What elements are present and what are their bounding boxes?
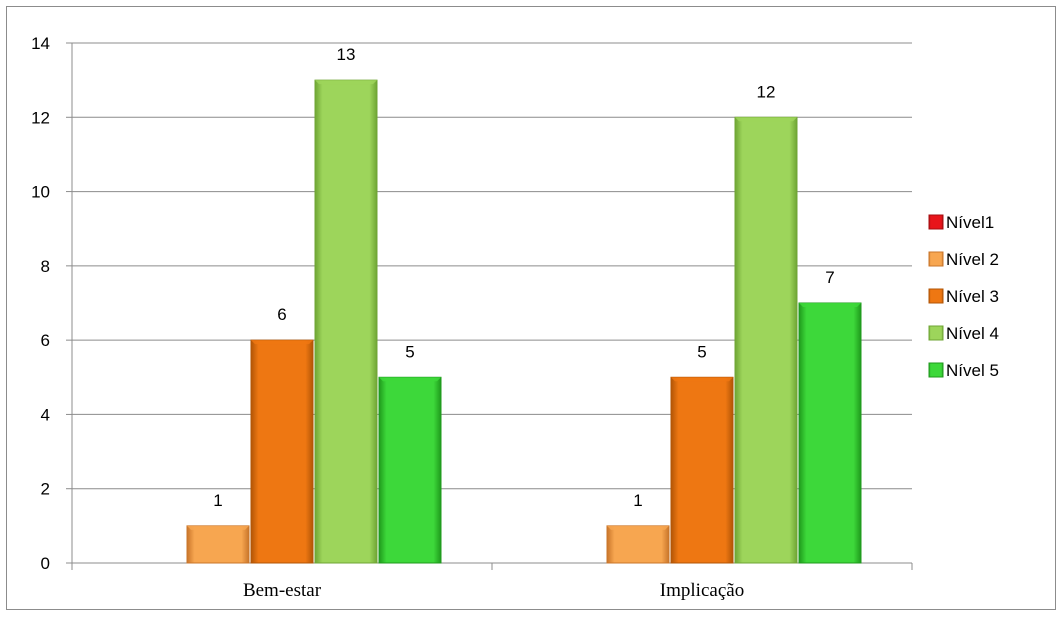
bar bbox=[250, 339, 314, 564]
x-category-label: Bem-estar bbox=[243, 580, 322, 601]
data-label: 5 bbox=[697, 342, 706, 361]
bar-cap bbox=[251, 340, 313, 345]
bar-cap bbox=[671, 377, 733, 382]
bar-cap bbox=[187, 525, 249, 530]
bar bbox=[186, 525, 250, 564]
y-tick-label: 2 bbox=[41, 480, 50, 499]
y-tick-label: 14 bbox=[31, 34, 50, 53]
legend-swatch bbox=[928, 362, 944, 378]
legend-swatch bbox=[928, 325, 944, 341]
y-tick-label: 4 bbox=[41, 405, 50, 424]
bar bbox=[314, 79, 378, 564]
bar bbox=[606, 525, 670, 564]
legend-label: Nível 4 bbox=[946, 324, 999, 343]
y-tick-label: 0 bbox=[41, 554, 50, 573]
data-label: 12 bbox=[757, 82, 776, 101]
chart-frame bbox=[6, 6, 1056, 610]
legend-label: Nível 3 bbox=[946, 287, 999, 306]
bar-cap bbox=[379, 377, 441, 382]
bar bbox=[798, 302, 862, 564]
legend-label: Nível1 bbox=[946, 213, 994, 232]
legend-swatch bbox=[928, 214, 944, 230]
legend-swatch bbox=[928, 251, 944, 267]
legend-label: Nível 2 bbox=[946, 250, 999, 269]
bar bbox=[670, 376, 734, 564]
bar-cap bbox=[799, 303, 861, 307]
bar-cap bbox=[607, 525, 669, 530]
y-tick-label: 6 bbox=[41, 331, 50, 350]
data-label: 13 bbox=[337, 45, 356, 64]
bar bbox=[378, 376, 442, 564]
axes: 0 2 4 6 8 10 12 14 Bem-estar Implicação bbox=[31, 34, 913, 601]
y-tick-label: 8 bbox=[41, 257, 50, 276]
data-label: 5 bbox=[405, 342, 414, 361]
bar-cap bbox=[315, 80, 377, 85]
bar bbox=[734, 116, 798, 564]
data-label: 1 bbox=[633, 491, 642, 510]
legend: Nível1 Nível 2 Nível 3 Nível 4 Nível 5 bbox=[928, 213, 999, 380]
data-labels: 1 6 13 5 1 5 12 7 bbox=[213, 45, 834, 510]
bars bbox=[186, 79, 862, 564]
x-category-label: Implicação bbox=[660, 580, 744, 601]
legend-label: Nível 5 bbox=[946, 361, 999, 380]
y-tick-label: 12 bbox=[31, 108, 50, 127]
data-label: 7 bbox=[825, 268, 834, 287]
legend-swatch bbox=[928, 288, 944, 304]
data-label: 1 bbox=[213, 491, 222, 510]
y-tick-label: 10 bbox=[31, 183, 50, 202]
bar-cap bbox=[735, 117, 797, 122]
data-label: 6 bbox=[277, 305, 286, 324]
